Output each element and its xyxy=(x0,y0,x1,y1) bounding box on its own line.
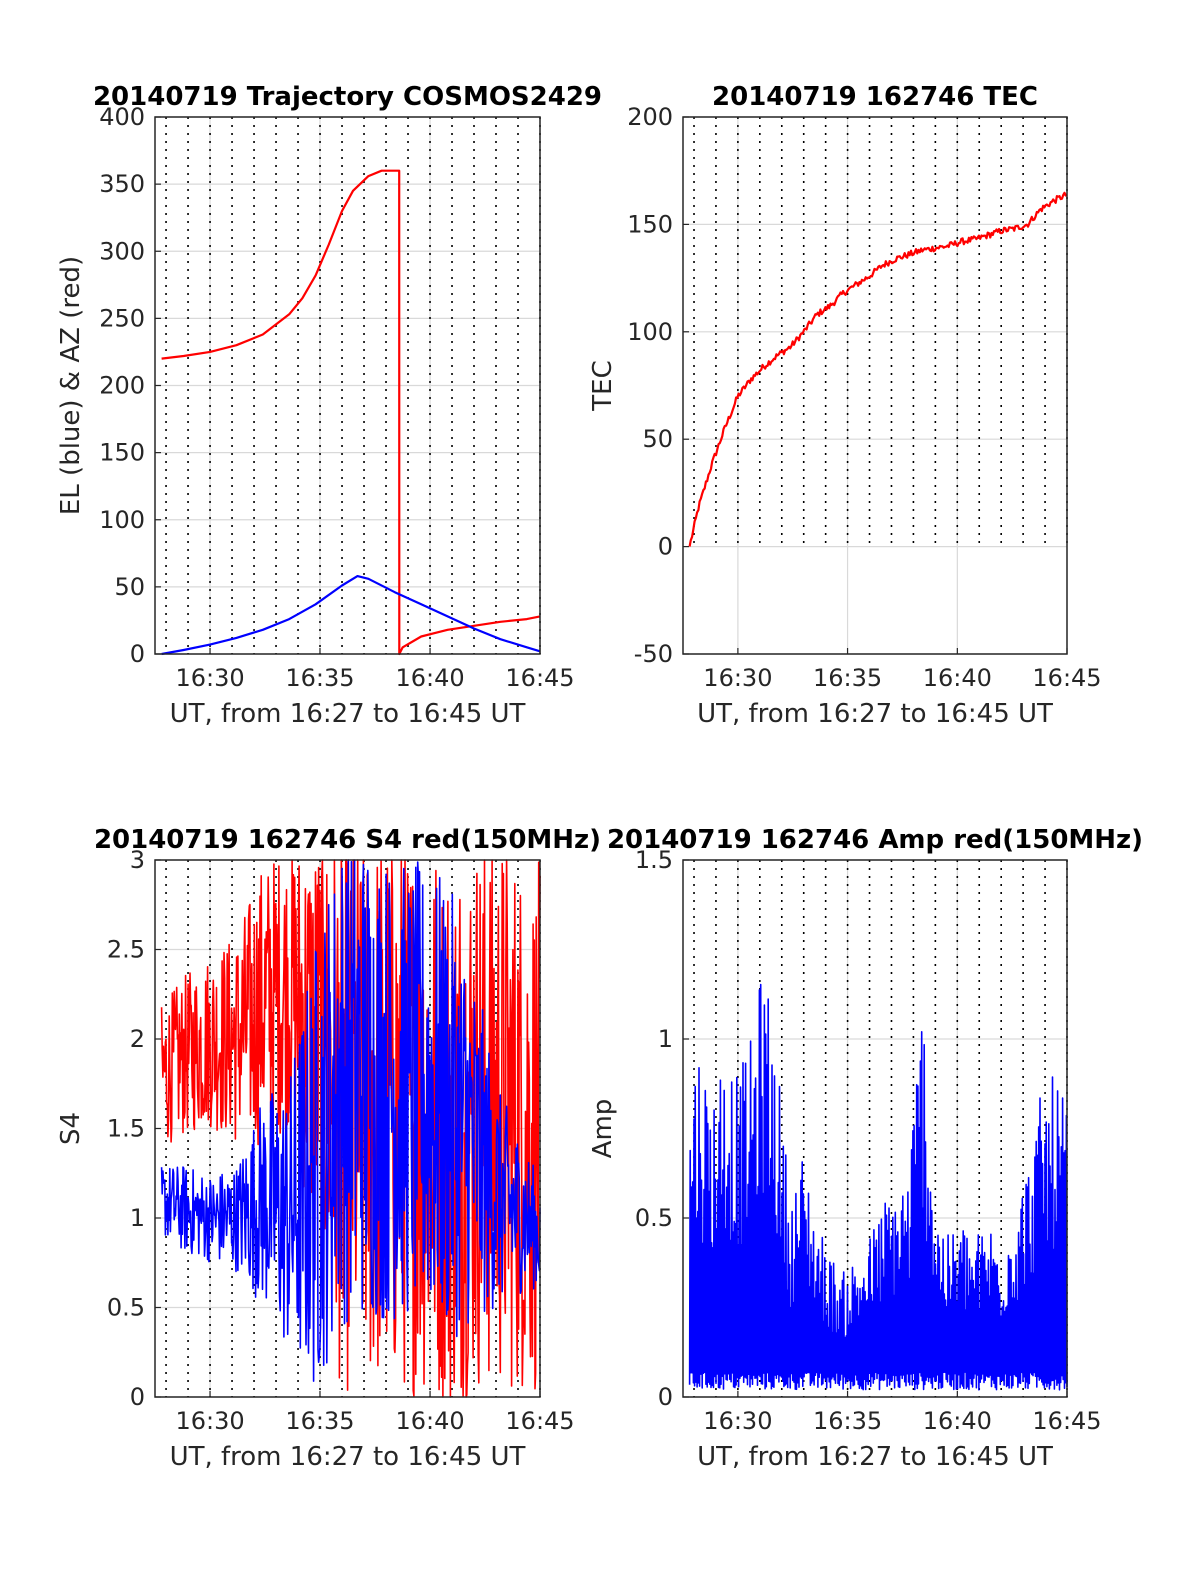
s4-x-axis-label: UT, from 16:27 to 16:45 UT xyxy=(170,1442,526,1472)
y-tick-label: 250 xyxy=(99,304,145,332)
s4-title: 20140719 162746 S4 red(150MHz) xyxy=(94,825,601,855)
trajectory-title: 20140719 Trajectory COSMOS2429 xyxy=(93,82,602,112)
y-tick-label: 2.5 xyxy=(107,936,145,964)
y-tick-label: 300 xyxy=(99,237,145,265)
series-line-red xyxy=(161,169,541,656)
trajectory-y-axis-label: EL (blue) & AZ (red) xyxy=(56,256,86,515)
panel-trajectory: 16:30 16:35 16:40 16:45 0 50 100 150 200 250 300 35… xyxy=(56,82,602,729)
trajectory-ticks: 16:30 16:35 16:40 16:45 0 50 100 150 200 250 300 35… xyxy=(99,103,574,692)
x-tick-label: 16:40 xyxy=(923,1407,992,1435)
panel-tec: 16:30 16:35 16:40 16:45 -50 0 50 100 150 200 2014… xyxy=(588,82,1102,729)
y-tick-label: 1.5 xyxy=(107,1115,145,1143)
series-line-blue xyxy=(688,983,1068,1391)
amp-x-axis-label: UT, from 16:27 to 16:45 UT xyxy=(697,1442,1053,1472)
amp-ticks: 16:30 16:35 16:40 16:45 0 0.5 1 1.5 xyxy=(635,846,1102,1435)
x-tick-label: 16:45 xyxy=(505,1407,574,1435)
y-tick-label: 150 xyxy=(99,439,145,467)
x-tick-label: 16:40 xyxy=(395,664,464,692)
y-tick-label: 0 xyxy=(658,533,673,561)
y-tick-label: 3 xyxy=(130,846,145,874)
tec-axes-frame xyxy=(682,116,1068,655)
y-tick-label: 100 xyxy=(99,506,145,534)
series-line-blue xyxy=(160,859,541,1382)
y-tick-label: 50 xyxy=(114,573,145,601)
tec-series xyxy=(688,191,1068,547)
tec-x-axis-label: UT, from 16:27 to 16:45 UT xyxy=(697,699,1053,729)
series-line-blue xyxy=(161,574,541,656)
x-tick-label: 16:30 xyxy=(175,1407,244,1435)
amp-series xyxy=(688,983,1068,1391)
x-tick-label: 16:40 xyxy=(923,664,992,692)
y-tick-label: 0.5 xyxy=(107,1294,145,1322)
s4-series xyxy=(160,859,541,1398)
y-tick-label: 200 xyxy=(627,103,673,131)
x-tick-label: 16:35 xyxy=(285,1407,354,1435)
y-tick-label: 0 xyxy=(130,640,145,668)
y-tick-label: -50 xyxy=(634,640,673,668)
y-tick-label: 0.5 xyxy=(635,1204,673,1232)
amp-y-axis-label: Amp xyxy=(588,1099,618,1159)
y-tick-label: 50 xyxy=(642,425,673,453)
tec-ticks: 16:30 16:35 16:40 16:45 -50 0 50 100 150 200 xyxy=(627,103,1101,692)
panel-amp: 16:30 16:35 16:40 16:45 0 0.5 1 1.5 20140719 16… xyxy=(588,825,1143,1472)
x-tick-label: 16:35 xyxy=(285,664,354,692)
x-tick-label: 16:40 xyxy=(395,1407,464,1435)
tec-y-axis-label: TEC xyxy=(588,360,618,411)
y-tick-label: 200 xyxy=(99,372,145,400)
trajectory-series xyxy=(161,169,541,656)
y-tick-label: 400 xyxy=(99,103,145,131)
y-tick-label: 350 xyxy=(99,170,145,198)
y-tick-label: 1 xyxy=(130,1204,145,1232)
y-tick-label: 100 xyxy=(627,318,673,346)
x-tick-label: 16:35 xyxy=(813,1407,882,1435)
amp-axes-frame xyxy=(682,859,1068,1398)
x-tick-label: 16:30 xyxy=(175,664,244,692)
y-tick-label: 150 xyxy=(627,210,673,238)
panel-s4: 16:30 16:35 16:40 16:45 0 0.5 1 1.5 2 2.5 3 201407… xyxy=(56,825,601,1472)
y-tick-label: 1.5 xyxy=(635,846,673,874)
x-tick-label: 16:35 xyxy=(813,664,882,692)
x-tick-label: 16:45 xyxy=(1032,1407,1101,1435)
x-tick-label: 16:45 xyxy=(505,664,574,692)
series-line-red xyxy=(688,191,1068,547)
x-tick-label: 16:30 xyxy=(703,1407,772,1435)
y-tick-label: 2 xyxy=(130,1025,145,1053)
s4-y-axis-label: S4 xyxy=(56,1112,86,1145)
x-tick-label: 16:30 xyxy=(703,664,772,692)
y-tick-label: 1 xyxy=(658,1025,673,1053)
tec-title: 20140719 162746 TEC xyxy=(712,82,1038,112)
y-tick-label: 0 xyxy=(130,1383,145,1411)
y-tick-label: 0 xyxy=(658,1383,673,1411)
amp-title: 20140719 162746 Amp red(150MHz) xyxy=(607,825,1143,855)
trajectory-x-axis-label: UT, from 16:27 to 16:45 UT xyxy=(170,699,526,729)
s4-ticks: 16:30 16:35 16:40 16:45 0 0.5 1 1.5 2 2.5 3 xyxy=(107,846,575,1435)
x-tick-label: 16:45 xyxy=(1032,664,1101,692)
